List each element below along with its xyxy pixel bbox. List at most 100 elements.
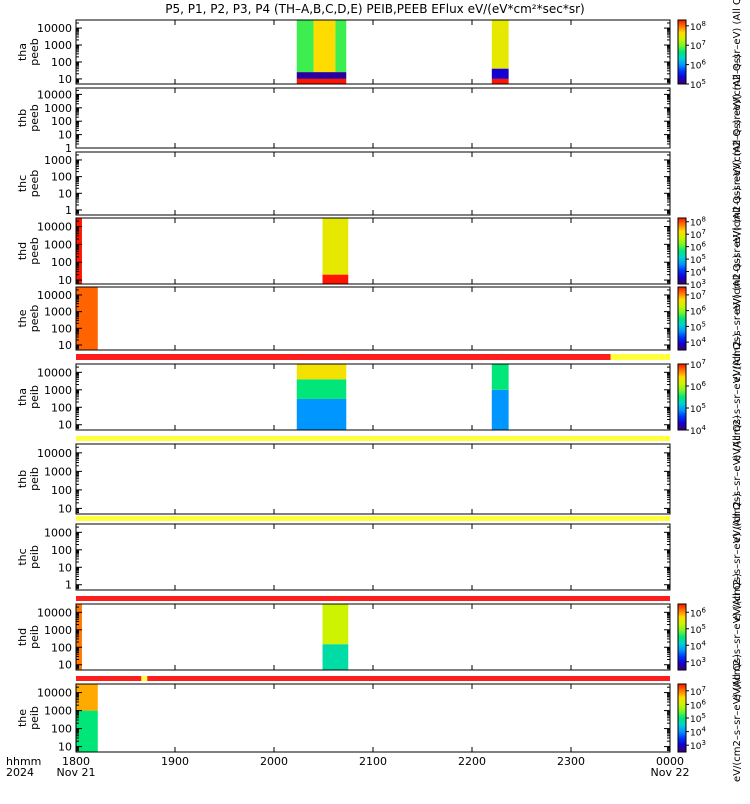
y-tick-label: 100 bbox=[51, 322, 72, 335]
spectrogram-block bbox=[491, 68, 509, 79]
spectrogram-block bbox=[335, 20, 347, 73]
panel-thc-peib: 1000 100 10 1 thc peib eV/(cm2–s–sr–eV) (All Q… bbox=[16, 493, 743, 621]
spectrogram-block bbox=[491, 78, 509, 84]
colorbar-tick-label: 106 bbox=[690, 606, 706, 619]
colorbar bbox=[677, 363, 687, 431]
y-tick-label: 10000 bbox=[37, 22, 72, 35]
colorbar-exponent: 5 bbox=[701, 253, 705, 261]
spectrogram-block bbox=[296, 364, 347, 380]
panel-label: thb bbox=[16, 470, 29, 488]
y-tick-label: 1000 bbox=[44, 526, 72, 539]
colorbar-exponent: 6 bbox=[701, 59, 706, 67]
colorbar-tick-label: 105 bbox=[690, 712, 706, 725]
colorbar-tick-label: 107 bbox=[690, 685, 706, 698]
colorbar-exponent: 8 bbox=[701, 216, 705, 224]
mode-bar-segment bbox=[76, 436, 670, 441]
y-tick-label: 10000 bbox=[37, 88, 72, 101]
panel-label: the bbox=[16, 709, 29, 727]
spectrogram-block bbox=[322, 274, 349, 284]
colorbar-tick-label: 104 bbox=[690, 424, 706, 437]
colorbar-tick-label: 105 bbox=[690, 78, 706, 91]
panel-frame bbox=[75, 217, 671, 285]
mode-bar-segment bbox=[76, 516, 670, 521]
colorbar-exponent: 6 bbox=[701, 606, 706, 614]
colorbar-title: eV/(cm2–s–sr–eV) (All Qs) bbox=[732, 415, 743, 543]
colorbar-exponent: 4 bbox=[701, 726, 706, 734]
chart-title: P5, P1, P2, P3, P4 (TH–A,B,C,D,E) PEIB,P… bbox=[165, 2, 584, 16]
colorbar-tick-label: 103 bbox=[690, 739, 706, 752]
y-tick-label: 100 bbox=[51, 56, 72, 69]
colorbar-tick-label: 104 bbox=[690, 726, 706, 739]
colorbar bbox=[677, 683, 687, 753]
panel-label: peib bbox=[28, 467, 41, 491]
colorbar-tick-label: 105 bbox=[690, 623, 706, 636]
y-tick-label: 10000 bbox=[37, 221, 72, 234]
spectrogram-block bbox=[296, 398, 347, 430]
colorbar-exponent: 6 bbox=[701, 698, 706, 706]
colorbar-exponent: 8 bbox=[701, 20, 705, 28]
y-tick-label: 10 bbox=[58, 129, 72, 142]
panel-label: peeb bbox=[28, 305, 41, 333]
y-tick-label: 100 bbox=[51, 115, 72, 128]
y-tick-label: 1000 bbox=[44, 624, 72, 637]
panel-frame bbox=[75, 683, 671, 753]
panel-label: thc bbox=[16, 175, 29, 192]
colorbar-exponent: 3 bbox=[701, 278, 705, 286]
mode-bar-segment bbox=[76, 596, 670, 601]
colorbar-tick-label: 106 bbox=[690, 241, 706, 254]
spectrogram-block bbox=[313, 20, 336, 73]
mode-bar bbox=[76, 354, 670, 360]
colorbar-title: eV/(cm2–s–sr–eV) (All Qs) bbox=[732, 119, 743, 247]
colorbar-tick-label: 104 bbox=[690, 336, 706, 349]
mode-bar-segment bbox=[76, 354, 611, 360]
colorbar-exponent: 4 bbox=[701, 424, 706, 432]
mode-bars bbox=[76, 354, 670, 681]
colorbar-exponent: 3 bbox=[701, 656, 705, 664]
spectrogram-block bbox=[322, 218, 349, 275]
y-tick-label: 1 bbox=[65, 579, 72, 592]
colorbar-exponent: 3 bbox=[701, 739, 705, 747]
y-tick-label: 100 bbox=[51, 171, 72, 184]
panel-label: peib bbox=[28, 625, 41, 649]
y-tick-label: 1000 bbox=[44, 306, 72, 319]
colorbar-exponent: 6 bbox=[701, 305, 706, 313]
colorbar-tick-label: 104 bbox=[690, 266, 706, 279]
colorbar-tick-label: 106 bbox=[690, 380, 706, 393]
panel-label: thc bbox=[16, 548, 29, 565]
mode-bar-segment bbox=[76, 676, 142, 681]
panel-label: thd bbox=[16, 242, 29, 260]
colorbar-tick-label: 104 bbox=[690, 639, 706, 652]
x-tick-label: 2100 bbox=[359, 755, 387, 768]
panel-thb-peib: 10000 1000 100 10 thb peib eV/(cm2–s–sr–eV) (A… bbox=[16, 415, 743, 543]
mode-bar bbox=[76, 676, 670, 681]
mode-bar-segment bbox=[610, 354, 670, 360]
spectrogram-block bbox=[296, 78, 347, 84]
panel-frame bbox=[75, 363, 671, 431]
colorbar-tick-label: 108 bbox=[690, 20, 706, 33]
colorbar-tick-label: 105 bbox=[690, 253, 706, 266]
y-tick-label: 1 bbox=[65, 204, 72, 217]
y-tick-label: 10 bbox=[58, 561, 72, 574]
spectrogram-block bbox=[76, 287, 98, 350]
colorbar-tick-label: 103 bbox=[690, 656, 706, 669]
y-tick-label: 10 bbox=[58, 741, 72, 754]
y-tick-label: 10 bbox=[58, 187, 72, 200]
y-tick-label: 10 bbox=[58, 73, 72, 86]
colorbar bbox=[677, 217, 687, 285]
colorbar-title: eV/(cm2–s–sr–eV) (All Qs) bbox=[732, 573, 743, 701]
panel-label: peib bbox=[28, 545, 41, 569]
panel-label: tha bbox=[16, 388, 29, 406]
panel-frame bbox=[75, 523, 671, 591]
panel-label: peeb bbox=[28, 38, 41, 66]
panel-label: peeb bbox=[28, 237, 41, 265]
panel-label: peeb bbox=[28, 170, 41, 198]
colorbar-exponent: 5 bbox=[701, 402, 705, 410]
y-tick-label: 100 bbox=[51, 641, 72, 654]
mode-bar bbox=[76, 436, 670, 441]
colorbar-exponent: 6 bbox=[701, 380, 706, 388]
